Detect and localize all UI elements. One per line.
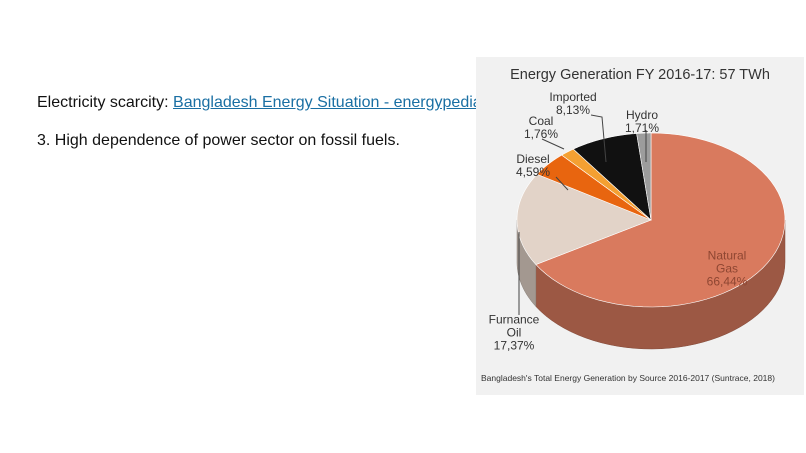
leader-line [541,138,565,150]
caption: Bangladesh's Total Energy Generation by … [481,373,775,383]
category-label: Diesel [516,152,550,166]
chart-title: Energy Generation FY 2016-17: 57 TWh [510,67,770,83]
pie-slice [636,132,652,221]
figure: Energy Generation FY 2016-17: 57 TWh Ban… [476,57,804,395]
value-label: 8,13% [555,103,591,117]
link[interactable]: Bangladesh Energy Situation - energypedi… [173,94,482,111]
value-label: 1,71% [624,121,660,135]
pie-slice [536,154,652,221]
leader-line [590,114,607,163]
value-label: 17,37% [493,338,535,353]
text: Electricity scarcity: [37,94,174,111]
value-label: 66,44% [706,274,748,289]
category-label: Hydro [625,108,658,122]
pie-slice [516,173,652,265]
value-label: 1,76% [523,127,559,141]
slice-label: Imported 8,13% [549,91,596,117]
category-label: Imported [549,90,597,104]
category-label: Furnance Oil [488,312,540,340]
category-label: Natural Gas [707,248,747,276]
slice-label: Natural Gas 66,44% [702,248,752,289]
text-line: Electricity scarcity: Bangladesh Energy … [37,94,482,112]
pie-slice [561,148,652,221]
chart [516,114,786,350]
value-label: 4,59% [515,165,551,179]
leader-line [555,176,569,191]
pie-slice [535,132,786,308]
slice-label: Hydro 1,71% [625,109,659,135]
slice-label: Furnance Oil 17,37% [486,312,542,353]
slice-label: Diesel 4,59% [516,153,550,179]
slice-label: Coal 1,76% [524,115,558,141]
text-line: 3. High dependence of power sector on fo… [37,132,400,149]
category-label: Coal [528,114,554,128]
